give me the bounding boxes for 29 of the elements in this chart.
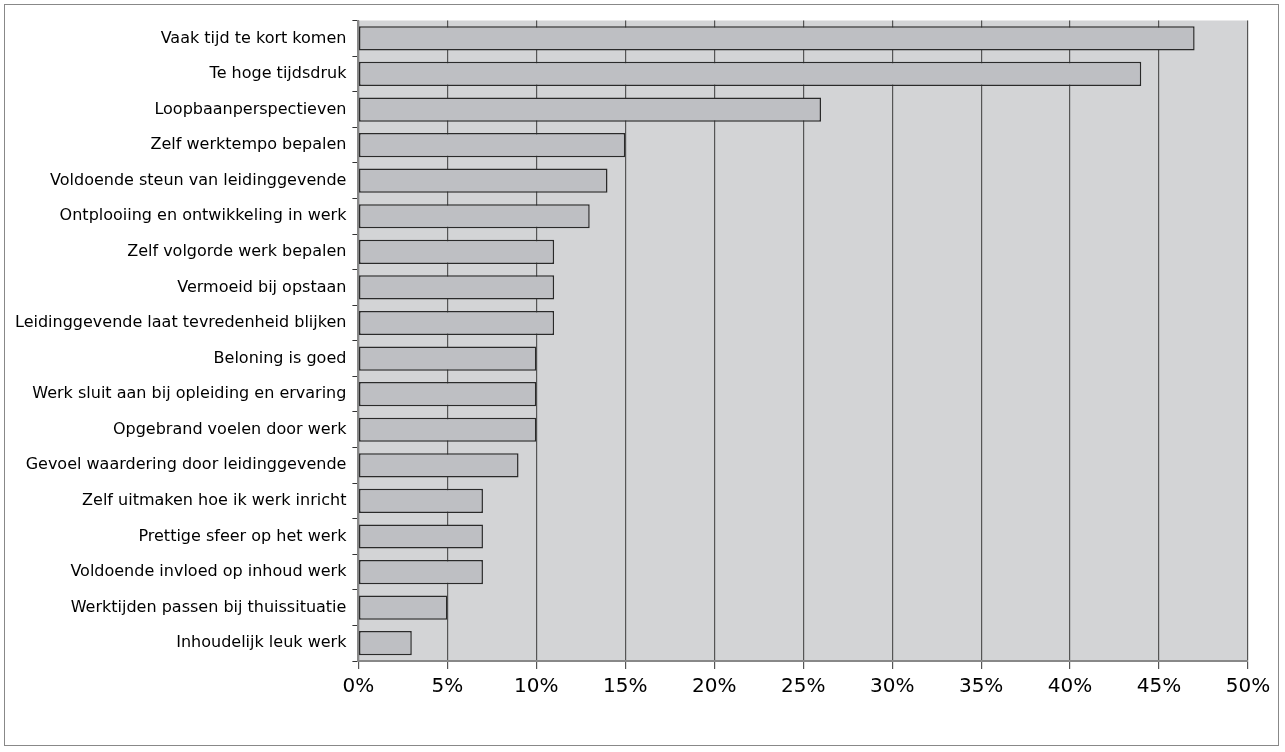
y-tick-label: Opgebrand voelen door werk bbox=[112, 418, 348, 438]
y-tick-label: Voldoende invloed op inhoud werk bbox=[70, 561, 348, 581]
x-tick-label: 45% bbox=[1136, 673, 1182, 698]
x-tick-label: 0% bbox=[342, 673, 375, 698]
y-tick-label: Werktijden passen bij thuissituatie bbox=[70, 596, 347, 616]
y-tick-label: Zelf volgorde werk bepalen bbox=[127, 241, 347, 261]
y-tick-label: Gevoel waardering door leidinggevende bbox=[25, 454, 347, 474]
x-tick-label: 10% bbox=[514, 673, 559, 698]
y-tick-label: Voldoende steun van leidinggevende bbox=[50, 169, 347, 189]
x-tick-label: 15% bbox=[603, 673, 648, 698]
y-tick-label: Te hoge tijdsdruk bbox=[208, 63, 348, 83]
x-tick-label: 20% bbox=[692, 673, 737, 698]
x-tick-label: 40% bbox=[1047, 673, 1093, 698]
y-tick-label: Ontplooiing en ontwikkeling in werk bbox=[59, 205, 348, 225]
y-tick-label: Zelf uitmaken hoe ik werk inricht bbox=[82, 490, 347, 510]
y-tick-label: Prettige sfeer op het werk bbox=[138, 525, 348, 545]
x-tick-label: 25% bbox=[780, 673, 826, 698]
x-tick-label: 50% bbox=[1225, 673, 1271, 698]
x-tick-label: 5% bbox=[431, 673, 464, 698]
y-tick-label: Vaak tijd te kort komen bbox=[160, 27, 347, 47]
y-tick-label: Zelf werktempo bepalen bbox=[150, 134, 347, 154]
y-tick-label: Werk sluit aan bij opleiding en ervaring bbox=[32, 383, 347, 403]
y-tick-label: Leidinggevende laat tevredenheid blijken bbox=[14, 312, 347, 332]
x-tick-label: 30% bbox=[869, 673, 915, 698]
x-tick-label: 35% bbox=[958, 673, 1004, 698]
y-tick-label: Beloning is goed bbox=[213, 347, 347, 367]
y-tick-label: Loopbaanperspectieven bbox=[154, 98, 347, 118]
y-tick-label: Inhoudelijk leuk werk bbox=[176, 632, 348, 652]
y-tick-label: Vermoeid bij opstaan bbox=[177, 276, 347, 296]
